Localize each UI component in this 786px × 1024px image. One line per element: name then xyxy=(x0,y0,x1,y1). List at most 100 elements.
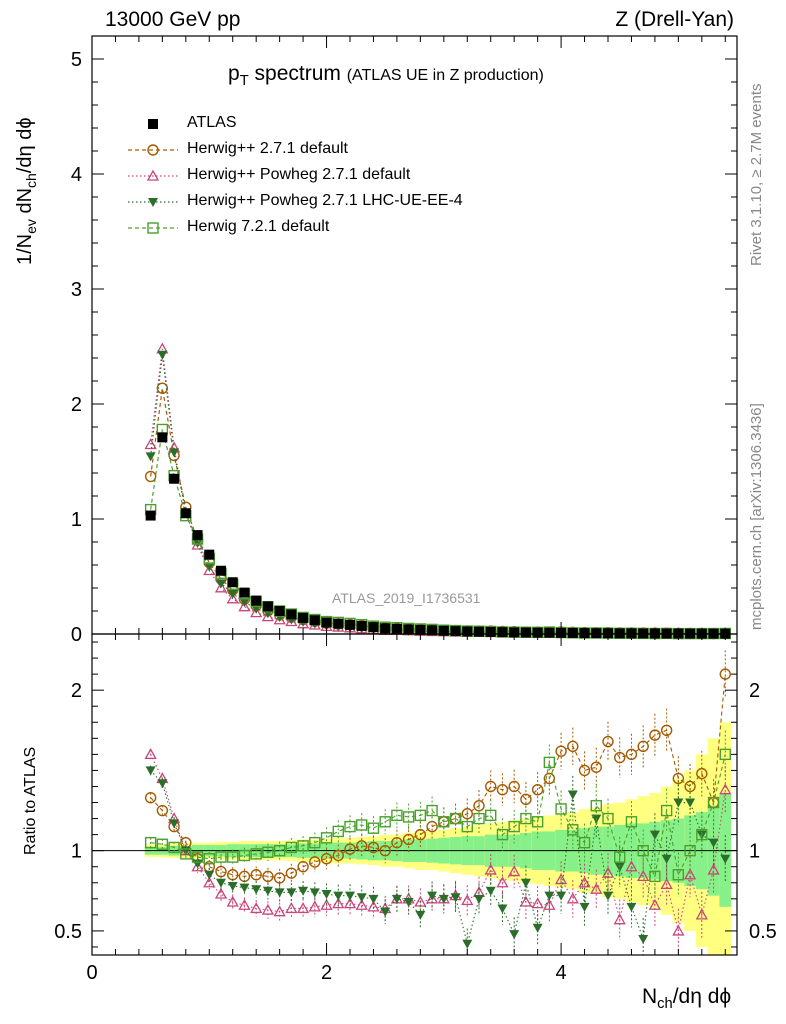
legend-markers xyxy=(128,119,178,234)
ratio-point-3 xyxy=(673,798,684,808)
ratio-point-3 xyxy=(708,838,719,848)
ratio-point-3 xyxy=(579,902,590,912)
ratio-point-1 xyxy=(520,793,532,806)
ratio-point-3 xyxy=(239,883,250,893)
ratio-point-4 xyxy=(168,841,180,854)
ratio-point-3 xyxy=(427,891,438,901)
y-tick-label-main: 3 xyxy=(71,279,82,301)
legend-marker-2 xyxy=(146,169,160,181)
main-point-atlas xyxy=(192,530,203,541)
ratio-point-4 xyxy=(649,870,661,883)
main-point-atlas xyxy=(157,432,168,443)
y-tick-label-main: 0 xyxy=(71,624,82,646)
main-point-2 xyxy=(250,606,263,618)
ratio-point-1 xyxy=(379,844,391,857)
ratio-point-1 xyxy=(578,764,591,777)
y-tick-label-main: 4 xyxy=(71,164,82,186)
ratio-point-1 xyxy=(344,843,356,855)
ratio-point-2 xyxy=(531,897,544,909)
ratio-point-4 xyxy=(227,851,239,863)
ratio-point-4 xyxy=(273,844,286,857)
ratio-point-2 xyxy=(355,898,368,910)
y-tick-label-ratio-right: 0.5 xyxy=(749,921,777,943)
ratio-point-4 xyxy=(485,809,497,822)
main-point-3 xyxy=(145,452,156,462)
ratio-point-2 xyxy=(332,897,345,909)
main-point-2 xyxy=(285,615,298,627)
ratio-point-1 xyxy=(391,836,403,849)
ratio-point-3 xyxy=(380,907,391,917)
ratio-point-4 xyxy=(590,800,602,812)
y-tick-label-main: 1 xyxy=(71,509,82,531)
main-point-atlas xyxy=(333,618,344,629)
ratio-point-1 xyxy=(485,780,497,793)
ratio-point-3 xyxy=(509,930,520,940)
ratio-point-4 xyxy=(461,820,473,833)
ratio-point-3 xyxy=(274,888,285,898)
ratio-point-3 xyxy=(368,894,379,904)
main-point-3 xyxy=(157,350,168,360)
main-point-atlas xyxy=(251,595,262,606)
main-point-atlas xyxy=(145,510,156,521)
ratio-point-2 xyxy=(308,900,321,912)
legend-label-atlas: ATLAS xyxy=(187,114,237,131)
ratio-point-3 xyxy=(520,878,531,888)
main-point-2 xyxy=(226,592,239,604)
y-tick-label-ratio: 1 xyxy=(71,841,82,863)
ratio-point-3 xyxy=(649,830,660,840)
ratio-point-1 xyxy=(696,767,708,780)
ratio-point-4 xyxy=(332,825,344,838)
ratio-point-1 xyxy=(262,870,274,883)
ratio-point-3 xyxy=(638,934,649,944)
main-point-atlas xyxy=(204,549,215,560)
ratio-point-3 xyxy=(626,902,637,912)
main-point-atlas xyxy=(614,628,625,639)
ratio-point-3 xyxy=(169,819,180,829)
main-point-2 xyxy=(238,600,251,612)
ratio-point-2 xyxy=(144,748,157,760)
ratio-point-1 xyxy=(356,840,368,852)
ratio-point-2 xyxy=(719,783,732,795)
ratio-point-2 xyxy=(273,905,286,917)
ratio-point-2 xyxy=(554,873,568,885)
ratio-point-2 xyxy=(496,876,509,888)
ratio-point-4 xyxy=(660,804,673,817)
ratio-point-1 xyxy=(649,729,661,741)
ratio-point-4 xyxy=(156,838,169,850)
ratio-line-4 xyxy=(150,754,726,879)
ratio-point-1 xyxy=(496,783,509,796)
ratio-point-1 xyxy=(402,833,415,846)
main-point-atlas xyxy=(216,565,226,576)
ratio-frame xyxy=(91,633,738,956)
ratio-point-3 xyxy=(251,885,262,895)
ratio-point-1 xyxy=(461,808,473,820)
legend-marker-1 xyxy=(147,144,159,156)
ratio-point-2 xyxy=(261,903,275,915)
ratio-point-4 xyxy=(320,832,333,844)
ratio-point-2 xyxy=(484,863,497,875)
ratio-point-1 xyxy=(531,783,544,796)
ratio-point-4 xyxy=(297,840,309,852)
ratio-point-1 xyxy=(309,856,321,868)
main-point-3 xyxy=(216,579,226,589)
x-tick-label: 2 xyxy=(321,962,332,984)
ratio-point-3 xyxy=(485,886,496,896)
ratio-point-2 xyxy=(214,887,228,899)
ratio-point-1 xyxy=(602,735,614,748)
ratio-point-3 xyxy=(544,891,555,901)
ratio-point-3 xyxy=(438,894,449,904)
ratio-point-3 xyxy=(298,886,309,896)
ratio-point-1 xyxy=(637,740,649,753)
ratio-point-4 xyxy=(672,869,685,881)
ratio-point-3 xyxy=(204,870,215,880)
main-point-atlas xyxy=(474,626,484,637)
legend-marker-4 xyxy=(147,222,159,234)
ratio-point-3 xyxy=(333,891,344,901)
ratio-point-3 xyxy=(157,779,168,789)
ratio-point-1 xyxy=(285,867,298,879)
x-axis-label: Nch/dη dϕ xyxy=(642,985,732,1013)
ratio-point-2 xyxy=(672,924,685,936)
ratio-point-1 xyxy=(156,804,169,817)
ratio-point-1 xyxy=(508,780,520,793)
ratio-point-1 xyxy=(555,745,567,757)
